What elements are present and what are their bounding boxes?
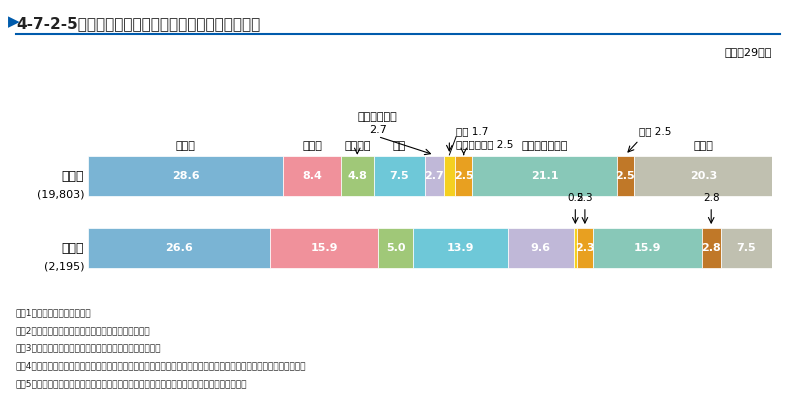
Bar: [617, 156, 634, 196]
Bar: [443, 156, 455, 196]
Bar: [283, 156, 341, 196]
Bar: [341, 156, 373, 196]
Text: その他: その他: [693, 141, 713, 151]
Bar: [88, 228, 270, 268]
Text: 4-7-2-5図　出所受刑者の帰住先別構成比（男女別）: 4-7-2-5図 出所受刑者の帰住先別構成比（男女別）: [16, 16, 260, 31]
Text: 兄弟姉妹: 兄弟姉妹: [344, 141, 370, 151]
Text: 28.6: 28.6: [172, 171, 199, 181]
Text: (2,195): (2,195): [44, 261, 84, 271]
Bar: [455, 156, 472, 196]
Text: 2.5: 2.5: [615, 171, 635, 181]
Text: 4.8: 4.8: [347, 171, 367, 181]
Text: 知人: 知人: [392, 141, 406, 151]
Text: 2.8: 2.8: [701, 243, 721, 253]
Text: 2.8: 2.8: [703, 193, 720, 203]
Bar: [379, 228, 412, 268]
Text: ▶: ▶: [8, 14, 20, 29]
Text: 5.0: 5.0: [386, 243, 405, 253]
Bar: [373, 156, 425, 196]
Text: 3　「帰住先」は，刑事施設出所後に住む場所である。: 3 「帰住先」は，刑事施設出所後に住む場所である。: [16, 344, 162, 353]
Text: 0.5: 0.5: [567, 193, 583, 203]
Text: 2.5: 2.5: [454, 171, 474, 181]
Bar: [425, 156, 443, 196]
Text: 15.9: 15.9: [310, 243, 338, 253]
Text: 26.6: 26.6: [165, 243, 193, 253]
Text: 2.7: 2.7: [369, 125, 387, 135]
Bar: [721, 228, 772, 268]
Text: 7.5: 7.5: [389, 171, 409, 181]
Text: 15.9: 15.9: [634, 243, 661, 253]
Bar: [574, 228, 577, 268]
Text: 5　「自宅」は，帰住先が父・母，配偶者等以外であり，かつ自宅に帰住する場合である。: 5 「自宅」は，帰住先が父・母，配偶者等以外であり，かつ自宅に帰住する場合である…: [16, 379, 248, 388]
Text: (19,803): (19,803): [37, 189, 84, 199]
Text: 4　「更生保護施設等」は，更生保護施設，就業支援センター，自立更生促進センター及び自立準備ホームである。: 4 「更生保護施設等」は，更生保護施設，就業支援センター，自立更生促進センター及…: [16, 361, 306, 371]
Bar: [508, 228, 574, 268]
Bar: [88, 156, 283, 196]
Text: 社会福祉施設 2.5: 社会福祉施設 2.5: [456, 139, 513, 150]
Text: 男　性: 男 性: [61, 170, 84, 183]
Text: 13.9: 13.9: [447, 243, 474, 253]
Text: 21.1: 21.1: [531, 171, 558, 181]
Text: 2.3: 2.3: [575, 243, 595, 253]
Bar: [412, 228, 508, 268]
Bar: [472, 156, 617, 196]
Bar: [593, 228, 701, 268]
Text: 更生保護施設等: 更生保護施設等: [521, 141, 568, 151]
Bar: [634, 156, 773, 196]
Text: 配偶者: 配偶者: [302, 141, 322, 151]
Text: 父・母: 父・母: [175, 141, 195, 151]
Bar: [701, 228, 721, 268]
Text: 7.5: 7.5: [736, 243, 756, 253]
Text: （平成29年）: （平成29年）: [724, 47, 772, 57]
Text: 9.6: 9.6: [531, 243, 551, 253]
Text: 2.3: 2.3: [576, 193, 593, 203]
Text: 女　性: 女 性: [61, 242, 84, 255]
Bar: [577, 228, 593, 268]
Text: 20.3: 20.3: [689, 171, 717, 181]
Text: 2　出所事由が満期釈放等又は仮釈放の者に限る。: 2 出所事由が満期釈放等又は仮釈放の者に限る。: [16, 326, 150, 335]
Text: その他の親族: その他の親族: [358, 112, 398, 122]
Text: 注　1　矯正統計年報による。: 注 1 矯正統計年報による。: [16, 308, 92, 317]
Text: 雇主 1.7: 雇主 1.7: [456, 126, 489, 137]
Text: 8.4: 8.4: [302, 171, 322, 181]
Bar: [270, 228, 379, 268]
Text: 2.7: 2.7: [424, 171, 444, 181]
Text: 自宅 2.5: 自宅 2.5: [639, 126, 671, 137]
